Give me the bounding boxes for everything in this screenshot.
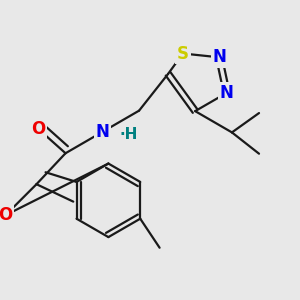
Text: O: O bbox=[31, 120, 46, 138]
Text: N: N bbox=[95, 123, 109, 141]
Text: S: S bbox=[177, 44, 189, 62]
Text: N: N bbox=[220, 84, 234, 102]
Text: ·H: ·H bbox=[120, 128, 138, 142]
Text: O: O bbox=[0, 206, 13, 224]
Text: N: N bbox=[212, 48, 226, 66]
